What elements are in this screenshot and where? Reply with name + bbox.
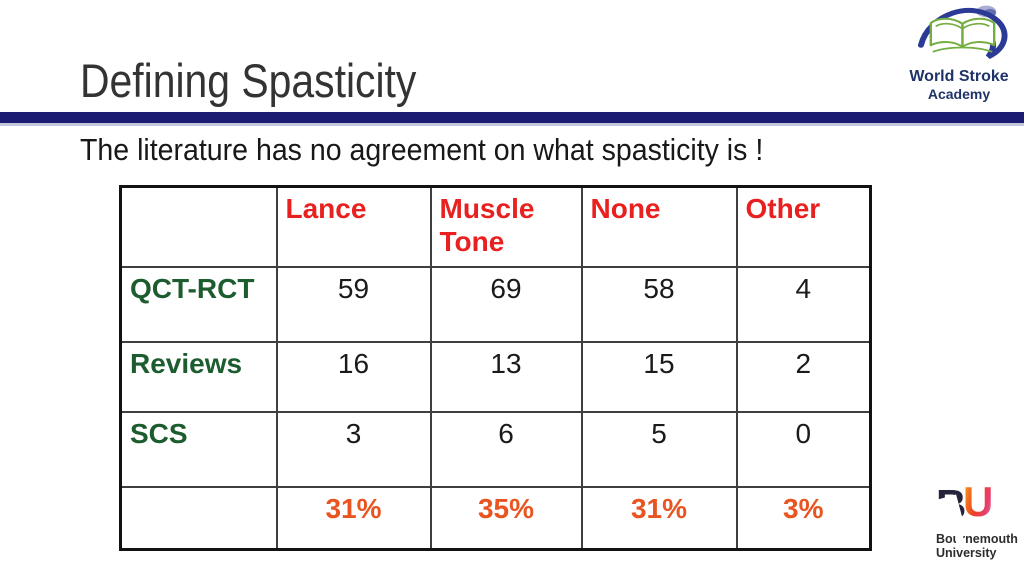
title-divider bbox=[0, 112, 1024, 126]
world-stroke-academy-logo: World Stroke Academy bbox=[898, 0, 1020, 118]
table-cell: 58 bbox=[580, 265, 738, 343]
wsa-logo-text-line2: Academy bbox=[927, 86, 991, 102]
percent-cell: 31% bbox=[275, 485, 432, 551]
percent-cell: 35% bbox=[429, 485, 583, 551]
spasticity-definition-table: Lance Muscle Tone None Other QCT-RCT 59 … bbox=[119, 185, 872, 551]
bournemouth-university-logo: B U Bournemouth University bbox=[927, 478, 1022, 564]
table-row: Reviews 16 13 15 2 bbox=[119, 340, 872, 413]
percent-cell: 3% bbox=[735, 485, 872, 551]
percent-cell: 31% bbox=[580, 485, 738, 551]
table-cell: 0 bbox=[735, 410, 872, 488]
row-label-reviews: Reviews bbox=[119, 340, 278, 413]
column-header-muscle-tone: Muscle Tone bbox=[429, 185, 583, 268]
table-cell: 59 bbox=[275, 265, 432, 343]
table-cell: 13 bbox=[429, 340, 583, 413]
row-label-empty bbox=[119, 485, 278, 551]
bu-logo-text-line1: Bournemouth bbox=[936, 532, 1018, 546]
bu-logo-text: Bournemouth University bbox=[936, 532, 1018, 560]
world-stroke-logo-mark bbox=[917, 5, 1008, 59]
slide-subtitle: The literature has no agreement on what … bbox=[80, 132, 764, 167]
table-cell: 2 bbox=[735, 340, 872, 413]
open-book-icon bbox=[929, 17, 996, 53]
table-row: SCS 3 6 5 0 bbox=[119, 410, 872, 488]
table-row: QCT-RCT 59 69 58 4 bbox=[119, 265, 872, 343]
column-header-none: None bbox=[580, 185, 738, 268]
column-header-lance: Lance bbox=[275, 185, 432, 268]
table-row-percentages: 31% 35% 31% 3% bbox=[119, 485, 872, 551]
table-cell: 69 bbox=[429, 265, 583, 343]
wsa-logo-text-line1: World Stroke bbox=[909, 68, 1009, 85]
bu-logo-text-line2: University bbox=[936, 545, 997, 560]
corner-cell bbox=[119, 185, 278, 268]
table-cell: 5 bbox=[580, 410, 738, 488]
row-label-scs: SCS bbox=[119, 410, 278, 488]
table-header-row: Lance Muscle Tone None Other bbox=[119, 185, 872, 268]
table-cell: 4 bbox=[735, 265, 872, 343]
page-title: Defining Spasticity bbox=[80, 54, 417, 107]
table-cell: 3 bbox=[275, 410, 432, 488]
white-overlay-shape-small bbox=[956, 532, 963, 545]
column-header-other: Other bbox=[735, 185, 872, 268]
table-cell: 6 bbox=[429, 410, 583, 488]
bu-letter-u: U bbox=[963, 478, 994, 525]
row-label-qct-rct: QCT-RCT bbox=[119, 265, 278, 343]
table-cell: 16 bbox=[275, 340, 432, 413]
table-cell: 15 bbox=[580, 340, 738, 413]
